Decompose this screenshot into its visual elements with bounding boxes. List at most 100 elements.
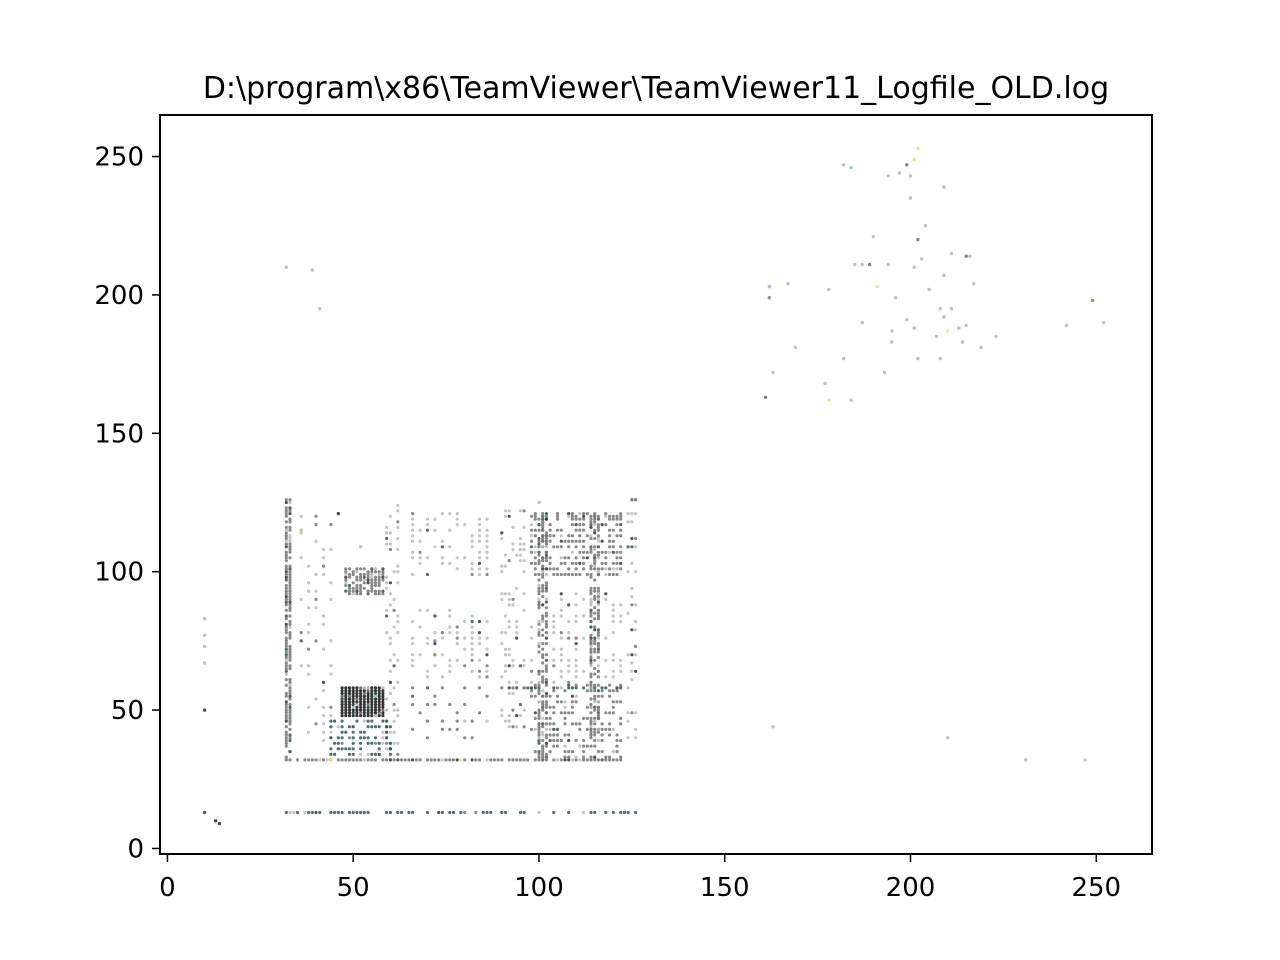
data-point	[529, 625, 534, 629]
data-point	[288, 738, 292, 743]
data-point	[385, 575, 389, 579]
data-point	[537, 528, 541, 532]
data-point	[541, 647, 545, 651]
data-point	[463, 647, 467, 651]
data-point	[544, 542, 549, 546]
data-point	[366, 741, 370, 745]
data-point	[533, 727, 537, 732]
data-point	[355, 708, 359, 712]
data-point	[340, 700, 344, 704]
data-point	[477, 642, 482, 646]
data-point	[585, 550, 589, 554]
data-point	[574, 664, 578, 668]
data-point	[373, 686, 378, 690]
data-point	[336, 736, 340, 740]
data-point	[537, 708, 541, 712]
data-point	[440, 719, 444, 723]
data-point	[355, 711, 359, 715]
data-point	[359, 711, 363, 715]
data-point	[477, 567, 482, 571]
data-point	[310, 758, 314, 762]
data-point	[288, 708, 292, 712]
data-point	[537, 689, 541, 693]
data-point	[392, 686, 396, 690]
data-point	[288, 619, 292, 624]
data-point	[344, 570, 348, 574]
data-point	[544, 559, 549, 563]
data-point	[288, 614, 292, 618]
data-point	[626, 611, 630, 615]
data-point	[626, 545, 630, 549]
data-point	[541, 567, 545, 571]
data-point	[611, 517, 615, 521]
data-point	[425, 736, 430, 740]
data-point	[563, 711, 567, 715]
data-point	[611, 700, 615, 704]
data-point	[596, 536, 601, 541]
data-point	[425, 702, 430, 707]
data-point	[340, 736, 344, 740]
data-point	[288, 736, 292, 740]
data-point	[500, 686, 504, 690]
data-point	[388, 730, 392, 734]
data-point	[578, 517, 582, 521]
data-point	[529, 539, 534, 543]
data-point	[295, 758, 300, 762]
data-point	[619, 664, 623, 668]
data-point	[912, 157, 916, 161]
data-point	[392, 758, 396, 762]
data-point	[440, 686, 444, 690]
data-point	[284, 575, 288, 579]
data-point	[544, 744, 549, 748]
data-point	[340, 747, 344, 751]
data-point	[288, 589, 292, 593]
data-point	[448, 561, 452, 566]
data-point	[284, 694, 288, 698]
x-axis: 0 50 100 150 200 250	[159, 854, 1121, 903]
data-point	[585, 727, 589, 732]
data-point	[284, 592, 288, 596]
data-point	[552, 727, 556, 732]
data-point	[593, 559, 597, 563]
data-point	[563, 744, 567, 748]
data-point	[373, 575, 378, 579]
data-point	[370, 689, 374, 693]
data-point	[411, 636, 415, 640]
data-point	[288, 528, 292, 532]
data-point	[570, 517, 575, 521]
data-point	[396, 547, 400, 552]
data-point	[630, 545, 634, 549]
data-point	[567, 738, 571, 743]
data-point	[448, 631, 452, 635]
data-point	[433, 631, 437, 635]
data-point	[541, 680, 545, 685]
data-point	[548, 694, 552, 698]
data-point	[537, 722, 541, 726]
data-point	[477, 534, 482, 538]
data-point	[377, 708, 381, 712]
data-point	[522, 592, 526, 596]
data-point	[522, 658, 526, 662]
data-point	[537, 691, 541, 696]
data-point	[522, 525, 526, 530]
data-point	[574, 556, 578, 560]
data-point	[507, 603, 511, 607]
data-point	[827, 398, 831, 402]
data-point	[916, 146, 920, 150]
data-point	[288, 578, 292, 582]
data-point	[582, 561, 586, 566]
data-point	[344, 581, 348, 585]
data-point	[284, 589, 288, 593]
data-point	[359, 586, 363, 590]
data-point	[351, 592, 355, 596]
data-point	[288, 575, 292, 579]
data-point	[470, 642, 474, 646]
data-point	[284, 667, 288, 671]
data-point	[608, 514, 612, 518]
data-point	[578, 722, 582, 726]
data-point	[202, 708, 207, 712]
data-point	[373, 714, 378, 718]
data-point	[377, 694, 381, 698]
data-point	[515, 686, 519, 690]
data-point	[533, 694, 537, 698]
